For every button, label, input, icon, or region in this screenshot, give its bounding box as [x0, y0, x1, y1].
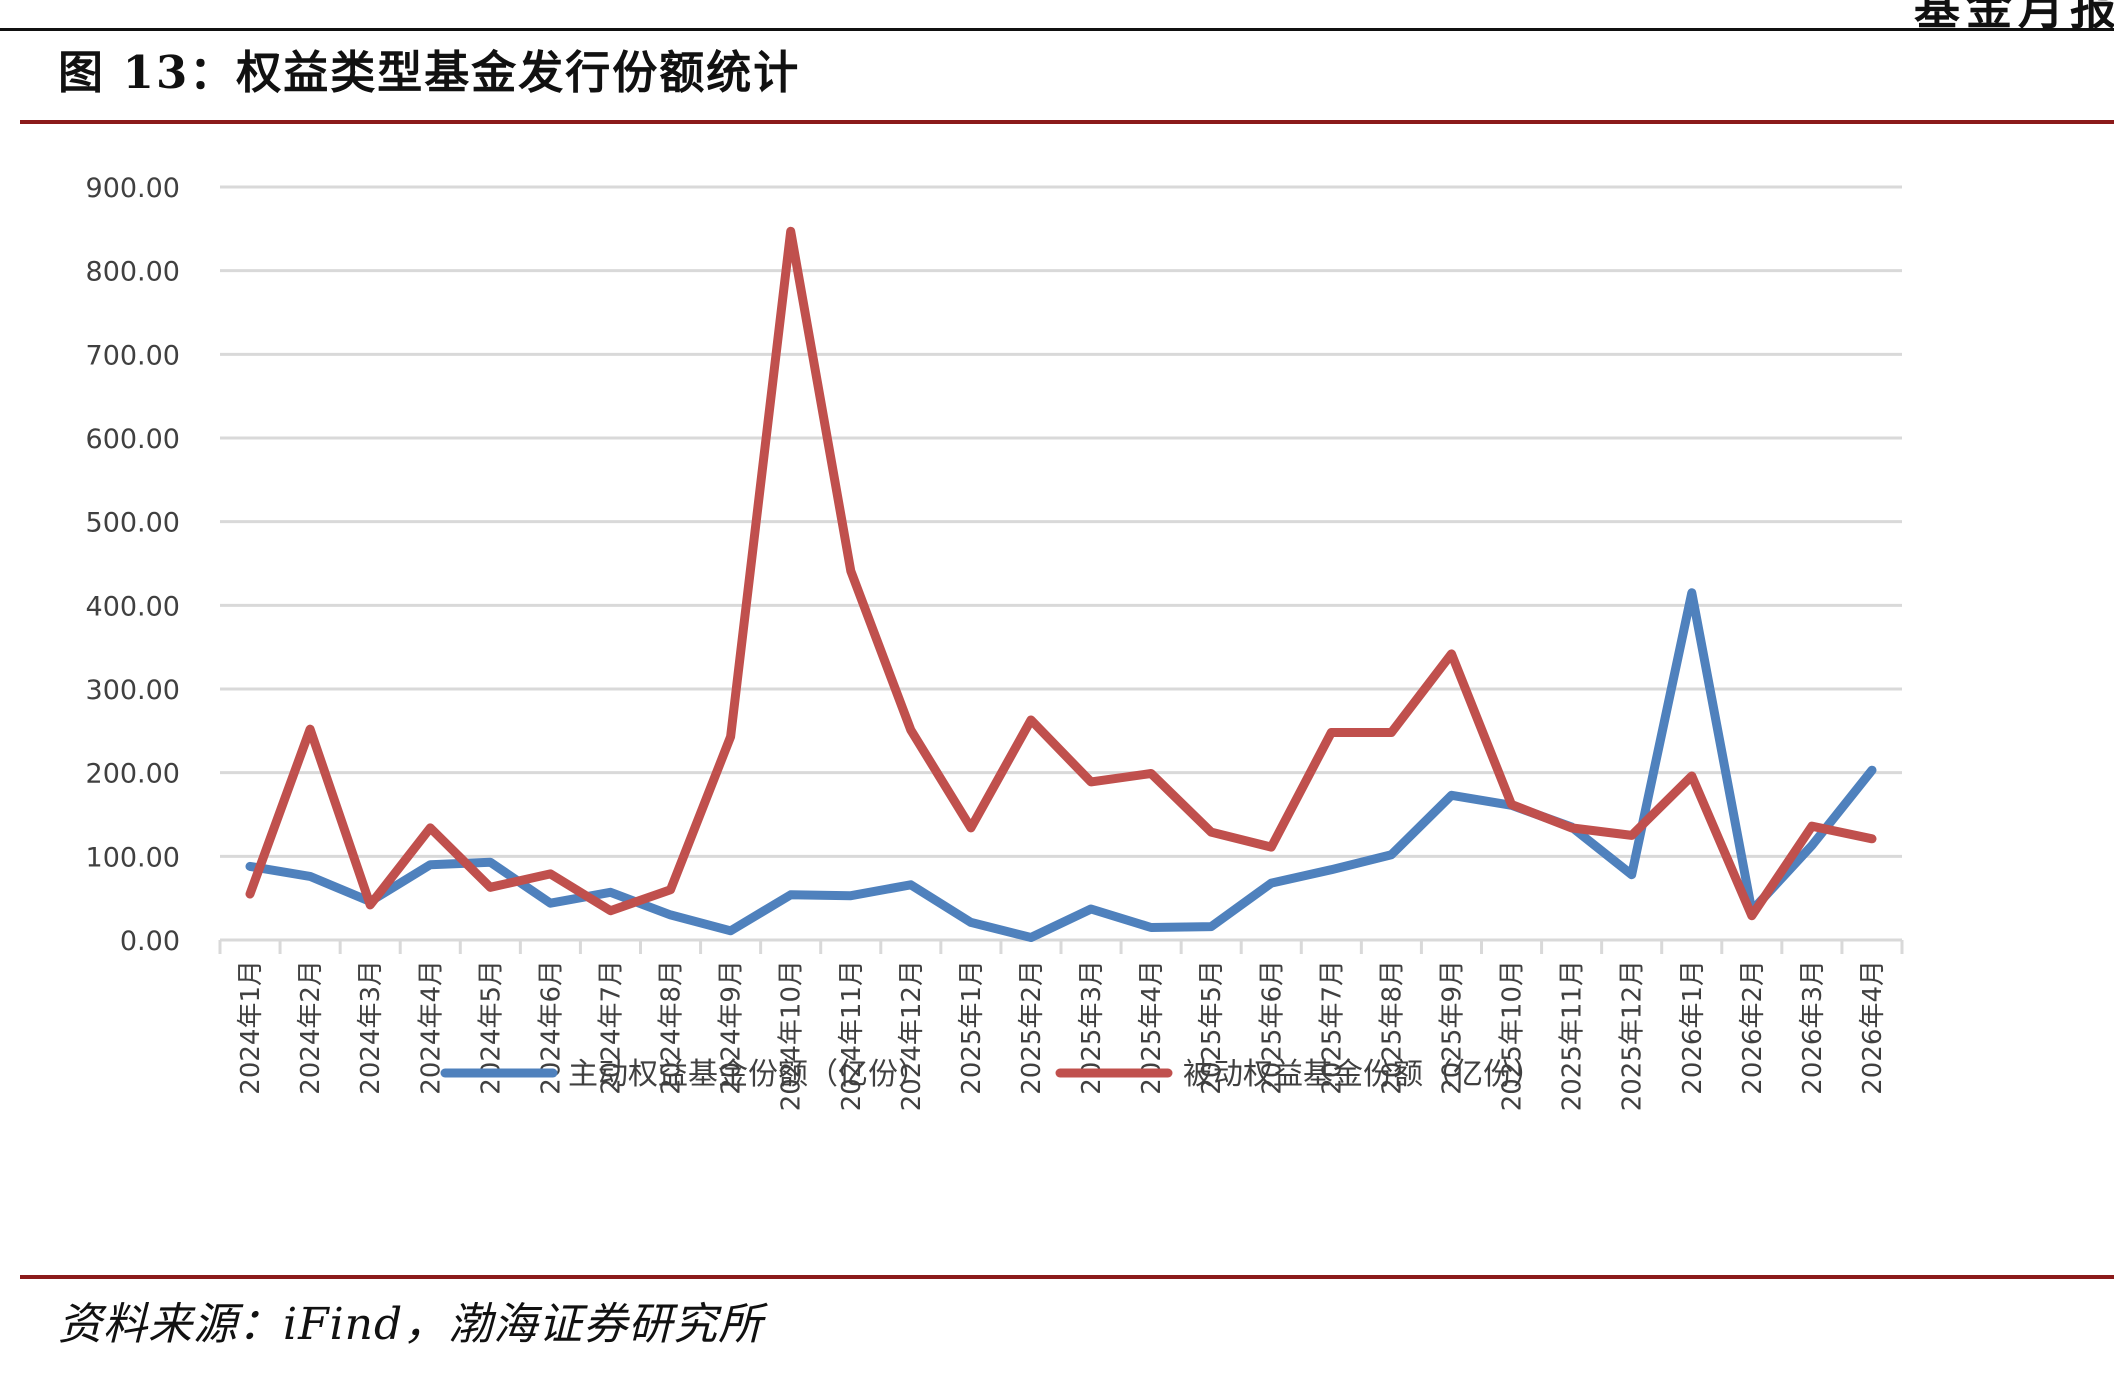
y-tick-label: 100.00 — [86, 842, 180, 873]
line-chart: 0.00 100.00 200.00 300.00 400.00 500.00 600.00… — [86, 173, 1904, 1111]
y-tick-label: 400.00 — [86, 591, 180, 622]
y-tick-label: 700.00 — [86, 340, 180, 371]
x-tick-label: 2025年12月 — [1618, 960, 1648, 1111]
x-tick-label: 2024年8月 — [657, 960, 687, 1095]
x-tick-label: 2025年8月 — [1377, 960, 1407, 1095]
legend-label: 主动权益基金份额（亿份） — [568, 1057, 928, 1092]
x-tick-label: 2025年6月 — [1257, 960, 1287, 1095]
x-tick-label: 2025年7月 — [1317, 960, 1347, 1095]
x-tick-label: 2025年2月 — [1017, 960, 1047, 1095]
report-series-label: 基金月报 — [1914, 0, 2114, 35]
y-tick-label: 500.00 — [86, 508, 180, 539]
x-tick-label: 2024年1月 — [236, 960, 266, 1095]
figure-title: 图 13：权益类型基金发行份额统计 — [58, 46, 801, 99]
top-rule — [0, 28, 2114, 31]
footer-divider — [20, 1275, 2114, 1279]
x-tick-label: 2024年7月 — [596, 960, 626, 1095]
x-tick-label: 2024年2月 — [296, 960, 326, 1095]
x-tick-label: 2026年3月 — [1798, 960, 1828, 1095]
y-tick-label: 200.00 — [86, 759, 180, 790]
x-tick-label: 2025年1月 — [957, 960, 987, 1095]
x-axis: 2024年1月 2024年2月 2024年3月 2024年4月 2024年5月 2024年… — [218, 938, 1904, 1111]
y-tick-label: 0.00 — [120, 926, 180, 957]
y-tick-label: 600.00 — [86, 424, 180, 455]
x-tick-label: 2025年5月 — [1197, 960, 1227, 1095]
gridlines — [220, 185, 1902, 858]
x-tick-label: 2026年4月 — [1858, 960, 1888, 1095]
x-tick-label: 2026年1月 — [1678, 960, 1708, 1095]
x-tick-label: 2026年2月 — [1738, 960, 1768, 1095]
y-axis-ticks: 0.00 100.00 200.00 300.00 400.00 500.00 600.00… — [86, 173, 180, 957]
y-tick-label: 300.00 — [86, 675, 180, 706]
source-note: 资料来源：iFind，渤海证券研究所 — [58, 1299, 764, 1350]
series-lines — [245, 226, 1877, 942]
legend: 主动权益基金份额（亿份） 被动权益基金份额（亿份） — [440, 1057, 1543, 1092]
x-tick-label: 2025年11月 — [1558, 960, 1588, 1111]
series-line-passive-equity — [245, 226, 1877, 921]
title-divider — [20, 120, 2114, 124]
x-tick-label: 2024年10月 — [777, 960, 807, 1111]
x-tick-label: 2025年10月 — [1498, 960, 1528, 1111]
x-tick-label: 2024年12月 — [897, 960, 927, 1111]
y-tick-label: 800.00 — [86, 257, 180, 288]
x-tick-label: 2024年11月 — [837, 960, 867, 1111]
y-tick-label: 900.00 — [86, 173, 180, 204]
x-tick-label: 2025年9月 — [1437, 960, 1467, 1095]
legend-label: 被动权益基金份额（亿份） — [1183, 1057, 1543, 1092]
x-tick-label: 2024年3月 — [356, 960, 386, 1095]
x-tick-label: 2024年9月 — [717, 960, 747, 1095]
